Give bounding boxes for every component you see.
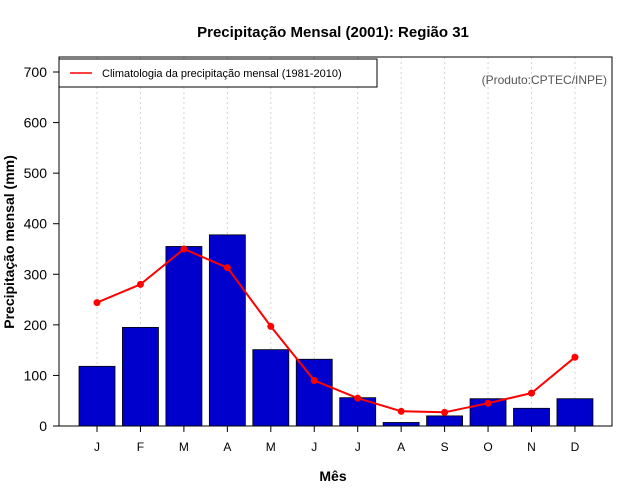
- y-tick-label-600: 600: [24, 115, 48, 131]
- x-tick-label-6: J: [311, 440, 317, 454]
- climatology-point-5: [267, 322, 275, 330]
- climatology-line: [96, 247, 576, 414]
- bar-12: [556, 398, 594, 427]
- x-tick-label-1: J: [94, 440, 100, 454]
- credit-annotation: (Produto:CPTEC/INPE): [482, 73, 607, 87]
- chart-title: Precipitação Mensal (2001): Região 31: [197, 24, 469, 41]
- y-tick-label-200: 200: [24, 317, 48, 333]
- x-tick-label-9: S: [441, 440, 449, 454]
- climatology-point-10: [484, 399, 492, 407]
- x-tick-label-7: J: [355, 440, 361, 454]
- climatology-series: [93, 245, 579, 416]
- climatology-point-11: [528, 389, 535, 397]
- climatology-point-4: [223, 264, 231, 272]
- bar-6: [295, 358, 333, 427]
- climatology-point-3: [180, 245, 188, 253]
- bar-4: [208, 234, 246, 427]
- x-axis-label: Mês: [319, 468, 346, 484]
- y-tick-label-300: 300: [24, 266, 48, 282]
- climatology-point-8: [397, 407, 405, 415]
- x-tick-label-4: A: [223, 440, 231, 454]
- climatology-point-2: [136, 280, 144, 288]
- y-axis: 0 100 200 300 400 500 600 700: [24, 64, 59, 434]
- y-tick-label-700: 700: [24, 64, 48, 80]
- x-tick-label-8: A: [397, 440, 405, 454]
- climatology-point-6: [310, 376, 318, 384]
- bar-1: [78, 365, 116, 427]
- legend-box: [58, 58, 378, 88]
- bar-2: [122, 326, 159, 427]
- bar-9: [426, 415, 464, 427]
- plot-frame: [58, 56, 613, 427]
- legend-label: Climatologia da precipitação mensal (198…: [102, 68, 342, 80]
- climatology-point-1: [93, 299, 101, 307]
- climatology-point-12: [571, 353, 579, 361]
- climatology-point-9: [441, 408, 449, 416]
- x-tick-label-12: D: [571, 440, 580, 454]
- x-tick-label-10: O: [483, 440, 492, 454]
- legend: Climatologia da precipitação mensal (198…: [58, 58, 378, 88]
- bar-8: [382, 422, 420, 427]
- x-tick-label-5: M: [266, 440, 276, 454]
- climatology-point-7: [354, 394, 362, 402]
- y-axis-label: Precipitação mensal (mm): [1, 155, 17, 329]
- y-tick-label-0: 0: [39, 418, 47, 434]
- y-tick-label-400: 400: [24, 216, 48, 232]
- bar-3: [165, 246, 203, 427]
- x-tick-label-11: N: [527, 440, 536, 454]
- y-tick-label-100: 100: [24, 367, 48, 383]
- bar-5: [252, 349, 290, 427]
- grid-lines: [96, 57, 576, 426]
- x-tick-label-3: M: [179, 440, 189, 454]
- y-tick-label-500: 500: [24, 165, 48, 181]
- bar-11: [513, 407, 550, 427]
- x-tick-label-2: F: [137, 440, 144, 454]
